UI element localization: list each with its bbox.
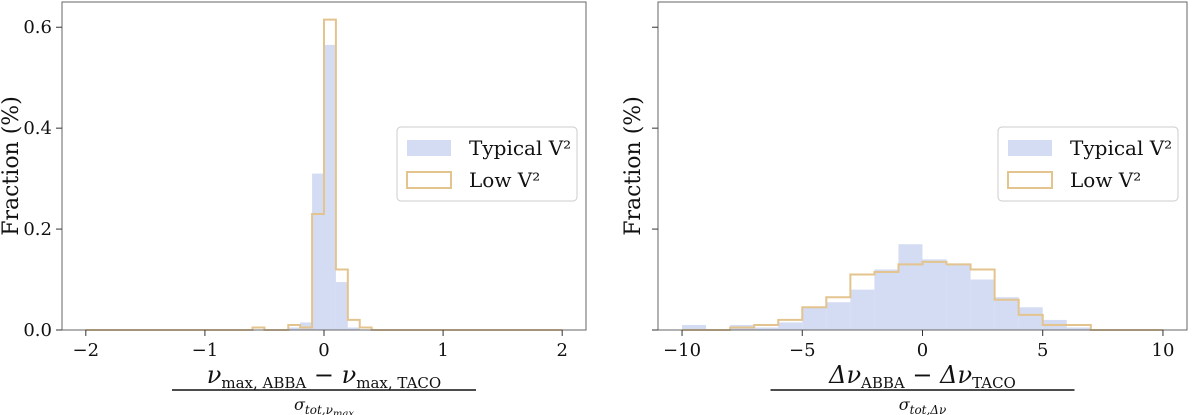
legend-swatch-low <box>406 171 452 189</box>
legend-label-typical: Typical V² <box>469 136 571 160</box>
y-axis-label: Fraction (%) <box>0 96 24 236</box>
histogram-bar <box>826 302 851 330</box>
histogram-bar <box>898 244 923 330</box>
x-tick-label: −10 <box>663 340 701 361</box>
histogram-bar <box>1018 307 1043 330</box>
x-tick-label: 10 <box>1152 340 1175 361</box>
x-tick-label: 0 <box>917 340 928 361</box>
histogram-bar <box>347 327 360 330</box>
legend-swatch-low <box>1007 171 1053 189</box>
histogram-bar <box>754 327 779 330</box>
histogram-bar <box>1066 327 1091 330</box>
histogram-bar <box>335 282 348 330</box>
x-tick-label: 2 <box>556 340 567 361</box>
histogram-bar <box>946 264 971 330</box>
x-tick-label: −5 <box>789 340 816 361</box>
x-tick-label: 0 <box>318 340 329 361</box>
histogram-bar <box>922 259 947 330</box>
histogram-bar <box>682 324 707 330</box>
histogram-bar <box>874 269 899 330</box>
y-tick-label: 0.0 <box>23 320 52 341</box>
histogram-bar <box>850 289 875 330</box>
series-typical-bars <box>682 244 1091 330</box>
panel-delta-nu: −10 −5 0 5 10 Fraction (%) ΔνABBA − ΔνTACO σtot… <box>621 1 1188 415</box>
y-axis-label: Fraction (%) <box>621 96 646 236</box>
histogram-bar <box>994 297 1019 330</box>
histogram-bar <box>312 173 324 330</box>
y-tick-label: 0.2 <box>23 219 52 240</box>
histogram-bar <box>970 279 995 330</box>
legend-label-low: Low V² <box>1070 168 1141 192</box>
y-tick-label: 0.4 <box>23 118 52 139</box>
x-axis-label-numerator: ΔνABBA − ΔνTACO <box>828 361 1016 392</box>
x-axis-label-denominator: σtot,νmax <box>294 395 354 415</box>
series-low-step <box>682 260 1163 331</box>
series-typical-bars <box>288 44 360 331</box>
panel-nu-max: −2 −1 0 1 2 0.0 0.2 0.4 0.6 Fraction (%) νmax, ABB… <box>0 1 587 415</box>
legend-swatch-typical <box>1008 140 1052 156</box>
legend-label-low: Low V² <box>469 168 540 192</box>
x-axis-label-denominator: σtot,Δν <box>899 395 947 415</box>
y-tick-label: 0.6 <box>23 17 52 38</box>
x-tick-label: −1 <box>192 340 219 361</box>
histogram-bar <box>324 44 336 331</box>
x-tick-label: 1 <box>437 340 448 361</box>
x-tick-label: −2 <box>73 340 100 361</box>
histogram-bar <box>300 322 313 330</box>
legend-swatch-typical <box>407 140 451 156</box>
legend: Typical V² Low V² <box>396 126 578 202</box>
legend: Typical V² Low V² <box>997 126 1179 202</box>
x-axis-label-numerator: νmax, ABBA − νmax, TACO <box>207 361 441 392</box>
x-tick-label: 5 <box>1037 340 1048 361</box>
histogram-bar <box>802 307 827 330</box>
legend-label-typical: Typical V² <box>1070 136 1172 160</box>
histogram-bar <box>288 327 301 330</box>
histogram-bar <box>778 322 803 330</box>
